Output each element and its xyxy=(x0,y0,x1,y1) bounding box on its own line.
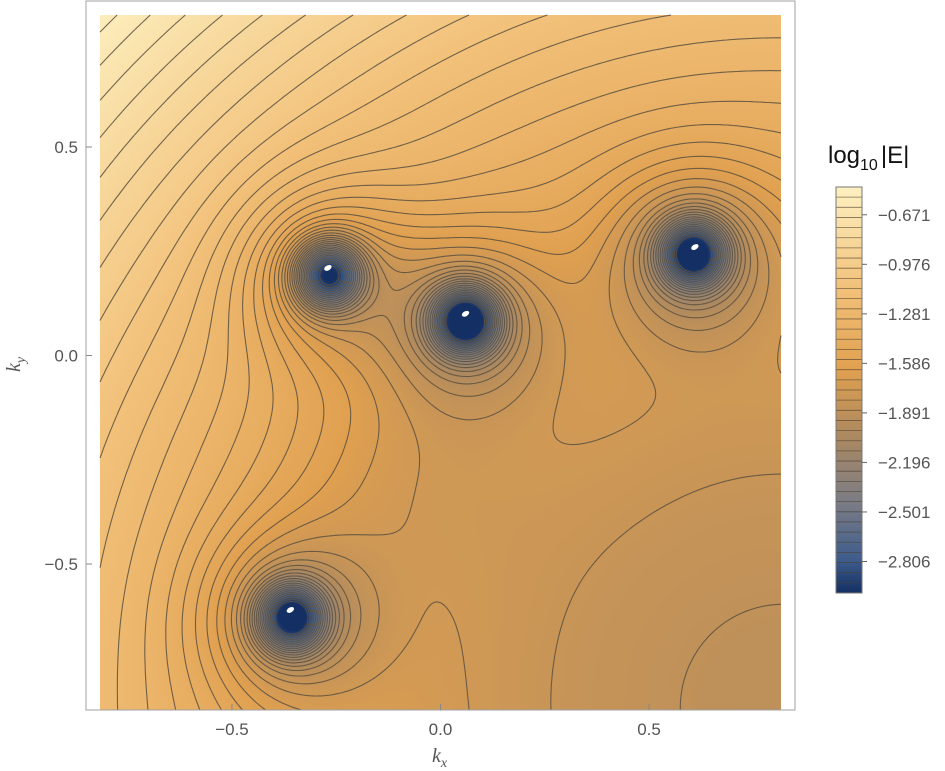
plot-area xyxy=(99,14,782,711)
x-tick-label: 0.0 xyxy=(429,720,453,739)
minimum-marker xyxy=(461,310,470,317)
colorbar: log10 |E| −0.671−0.976−1.281−1.586−1.891−… xyxy=(828,142,930,594)
contour-line xyxy=(216,167,782,711)
contour-line xyxy=(255,216,734,656)
contour-line xyxy=(99,14,354,268)
minimum-marker xyxy=(286,606,295,613)
colorbar-level-lines xyxy=(836,196,862,584)
y-axis: 0.5 0.0 −0.5 xyxy=(44,138,92,574)
contour-line xyxy=(99,14,672,568)
contour-heatmap xyxy=(100,15,781,710)
contour-line xyxy=(165,100,782,711)
contour-line xyxy=(240,198,782,710)
contour-line xyxy=(266,227,722,644)
x-tick-label: −0.5 xyxy=(215,720,249,739)
y-axis-label-main: k xyxy=(3,362,25,372)
contour-line xyxy=(144,70,781,711)
colorbar-title-log: log xyxy=(828,142,860,169)
contour-lines xyxy=(99,14,782,711)
contour-line xyxy=(273,234,714,637)
contour-line xyxy=(99,14,470,383)
contour-line xyxy=(246,205,746,667)
colorbar-tick-label: −2.501 xyxy=(878,503,930,522)
colorbar-tick-label: −1.281 xyxy=(878,305,930,324)
colorbar-tick-label: −2.196 xyxy=(878,453,930,472)
contour-line xyxy=(99,14,186,101)
contour-line xyxy=(261,222,727,650)
colorbar-ticks: −0.671 −0.976 −1.281 −1.586 −1.891 −2.196 −2.5… xyxy=(862,206,930,571)
contour-line xyxy=(99,14,263,178)
contour-line xyxy=(181,123,782,711)
contour-line xyxy=(263,223,725,648)
y-tick-label: 0.0 xyxy=(54,347,78,366)
contour-line xyxy=(99,14,223,138)
colorbar-tick-label: −0.976 xyxy=(878,255,930,274)
colorbar-title-sub: 10 xyxy=(860,157,878,174)
contour-line xyxy=(269,230,718,641)
contour-line xyxy=(275,235,713,635)
x-axis-label-main: k xyxy=(432,745,442,767)
contour-line xyxy=(235,193,781,710)
colorbar-tick-label: −0.671 xyxy=(878,206,930,225)
minimum-marker xyxy=(324,264,332,271)
contour-line xyxy=(99,14,306,221)
colorbar-tick-label: −1.586 xyxy=(878,354,930,373)
contour-line xyxy=(194,141,782,711)
colorbar-tick-label: −2.806 xyxy=(878,552,930,571)
colorbar-title-rest: |E| xyxy=(881,142,909,169)
contour-line xyxy=(257,218,731,654)
contour-line xyxy=(99,14,118,33)
minimum-marker xyxy=(691,244,699,251)
y-tick-label: 0.5 xyxy=(54,138,78,157)
contour-line xyxy=(253,214,736,658)
contour-line xyxy=(268,229,720,643)
contour-line xyxy=(206,155,782,711)
y-axis-label: ky xyxy=(3,356,29,372)
colorbar-title: log10 |E| xyxy=(828,142,909,174)
contour-line xyxy=(99,14,151,66)
contour-line xyxy=(251,211,739,661)
contour-line xyxy=(224,178,782,711)
x-tick-label: 0.5 xyxy=(637,720,661,739)
y-tick-label: −0.5 xyxy=(44,555,78,574)
contour-line xyxy=(259,220,729,652)
contour-line xyxy=(271,232,716,639)
contour-line xyxy=(249,208,742,664)
contour-line xyxy=(230,186,782,711)
contour-line xyxy=(243,202,752,672)
x-axis-label: kx xyxy=(432,745,448,771)
y-axis-label-sub: y xyxy=(14,356,29,365)
contour-line xyxy=(99,14,548,459)
x-axis-label-sub: x xyxy=(440,756,448,771)
colorbar-frame xyxy=(835,186,863,594)
contour-line xyxy=(116,37,781,710)
contour-line xyxy=(99,14,407,321)
contour-line xyxy=(264,225,723,646)
x-axis: −0.5 0.0 0.5 xyxy=(215,704,661,739)
colorbar-tick-label: −1.891 xyxy=(878,404,930,423)
